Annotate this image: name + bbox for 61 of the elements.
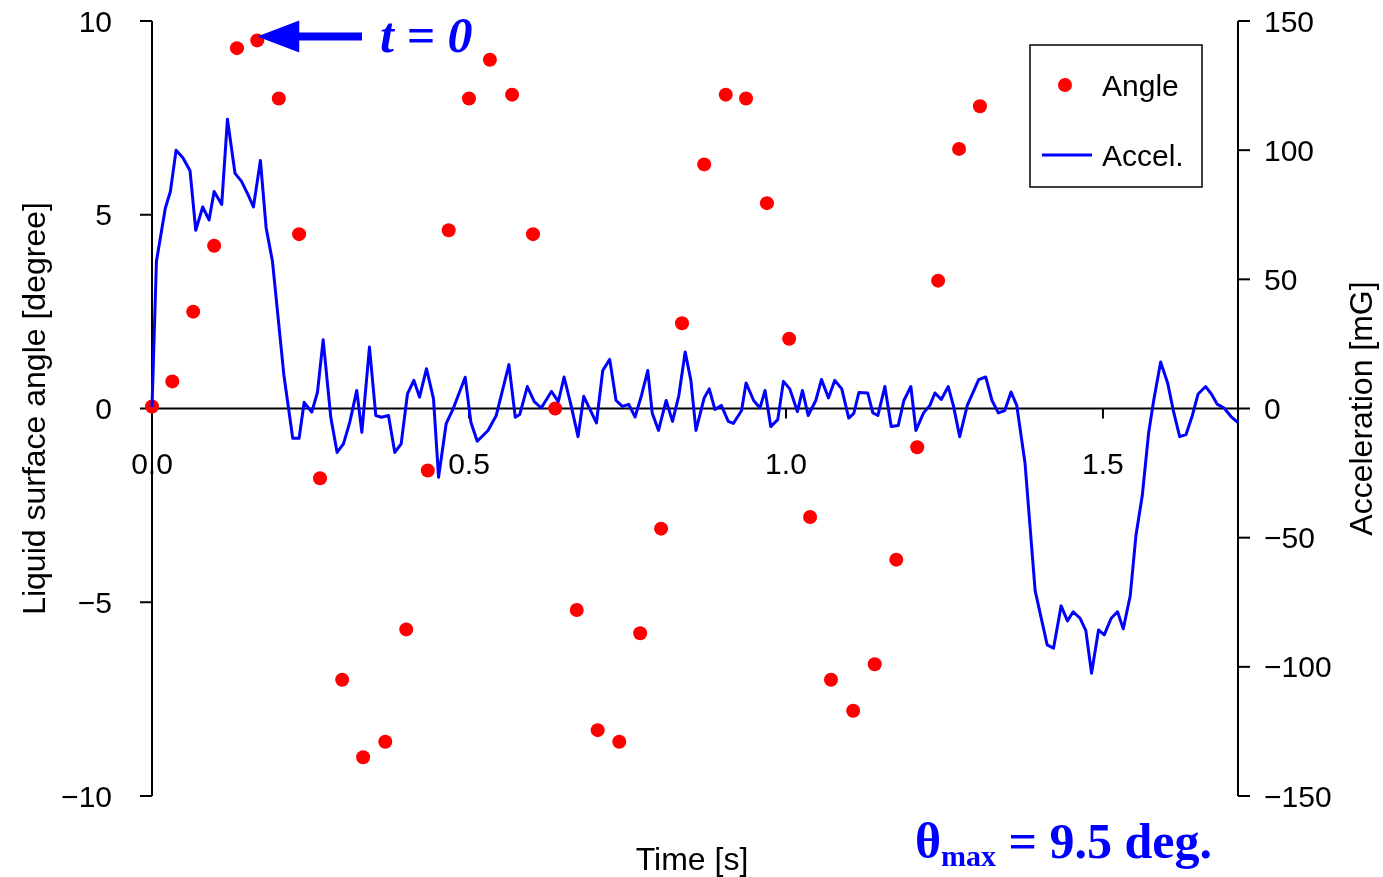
point [526, 227, 541, 242]
point [697, 157, 712, 172]
y-tick-label: −5 [77, 585, 112, 619]
y2-tick-label: 100 [1264, 133, 1315, 167]
text: θ$_{max}$ = 9.5 deg. [914, 813, 1212, 872]
point [569, 603, 584, 617]
point [441, 223, 456, 238]
point [271, 91, 286, 106]
point [186, 304, 201, 319]
point [292, 227, 307, 242]
y-tick-label: 10 [78, 4, 112, 38]
point [803, 510, 818, 524]
point [759, 196, 774, 211]
point [846, 703, 861, 718]
x-axis-title: Time [s] [635, 841, 749, 877]
point [313, 471, 327, 486]
point [165, 374, 180, 389]
point [399, 622, 414, 637]
point [889, 552, 904, 567]
legend-label: Accel. [1102, 138, 1184, 172]
point [823, 672, 838, 687]
point [612, 734, 627, 749]
point [739, 91, 754, 106]
y-axis-title: Liquid surface angle [degree] [16, 202, 52, 615]
point [654, 521, 669, 536]
point [229, 41, 244, 56]
point [972, 99, 987, 114]
point [633, 626, 648, 641]
annotation: t = 0 [380, 7, 473, 64]
point [482, 52, 497, 67]
point [910, 440, 925, 455]
point [675, 316, 689, 331]
y2-tick-label: 50 [1264, 262, 1298, 296]
point [505, 87, 520, 102]
y2-tick-label: −50 [1264, 521, 1315, 555]
point [207, 238, 222, 253]
point [250, 33, 265, 48]
legend-label: Angle [1102, 68, 1179, 102]
y2-axis-title: Acceleration [mG] [1343, 281, 1379, 536]
y2-tick-label: 150 [1264, 4, 1315, 38]
y2-tick-label: −150 [1264, 779, 1332, 813]
y-tick-label: 5 [95, 198, 112, 232]
y-tick-label: −10 [61, 779, 112, 813]
point [378, 734, 393, 749]
point [782, 331, 797, 346]
point [461, 91, 476, 106]
x-tick-label: 1.0 [765, 446, 807, 480]
point [420, 463, 435, 478]
point [931, 273, 946, 288]
point [590, 723, 605, 738]
point [356, 750, 371, 765]
y2-tick-label: −100 [1264, 650, 1332, 684]
point [335, 672, 350, 687]
y2-tick-label: 0 [1264, 392, 1281, 425]
x-tick-label: 0.5 [448, 446, 490, 480]
point [867, 657, 882, 672]
point [548, 401, 563, 416]
point [718, 87, 733, 102]
point [952, 141, 967, 156]
x-tick-label: 1.5 [1082, 446, 1124, 480]
y-tick-label: 0 [95, 392, 112, 425]
